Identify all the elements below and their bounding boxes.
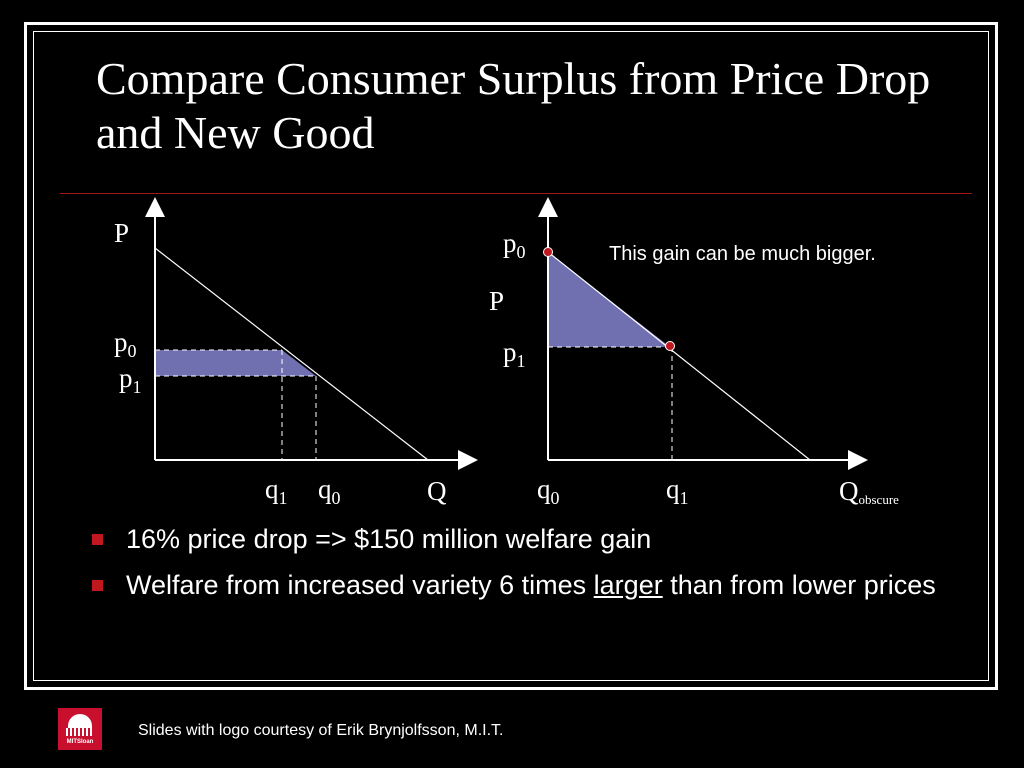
right-annotation: This gain can be much bigger. — [609, 243, 876, 265]
logo-text: MITSloan — [66, 739, 94, 745]
bullet-square-icon — [92, 580, 103, 591]
bullet-text-after: than from lower prices — [662, 570, 936, 600]
right-p1-label: p1 — [503, 337, 526, 371]
right-q0-label: q0 — [537, 474, 560, 508]
bullet-square-icon — [92, 534, 103, 545]
left-q0-label: q0 — [318, 474, 341, 508]
slide-frame-outer — [24, 22, 998, 690]
right-diagram: p0 P p1 q0 q1 Qobscure This gain can be … — [489, 197, 899, 508]
right-y-axis-label: P — [489, 286, 504, 316]
left-p1-label: p1 — [119, 363, 142, 397]
left-p0-label: p0 — [114, 327, 137, 361]
right-q1-label: q1 — [666, 474, 689, 508]
bullet-text-emphasis: larger — [593, 570, 663, 600]
left-x-axis-label: Q — [427, 476, 447, 506]
right-p0-label: p0 — [503, 228, 526, 262]
right-demand-curve — [547, 251, 811, 461]
bullet-text: 16% price drop => $150 million welfare g… — [126, 524, 652, 554]
slide-frame-inner — [33, 31, 989, 681]
left-y-axis-label: P — [114, 218, 129, 248]
bullet-text-before: Welfare from increased variety 6 times — [126, 570, 594, 600]
slide-title: Compare Consumer Surplus from Price Drop… — [96, 53, 931, 158]
logo-columns-icon — [66, 728, 94, 736]
left-surplus-area — [155, 350, 316, 376]
mit-sloan-logo: MITSloan — [58, 708, 102, 750]
bullet-item: 16% price drop => $150 million welfare g… — [92, 520, 952, 558]
title-divider — [60, 193, 972, 194]
right-choke-price-marker — [543, 247, 553, 257]
bullet-item: Welfare from increased variety 6 times l… — [92, 566, 952, 604]
left-demand-curve — [154, 247, 429, 461]
right-x-axis-label: Qobscure — [839, 476, 899, 507]
left-diagram: P Q p0 p1 q1 q0 — [114, 197, 478, 508]
left-q1-label: q1 — [265, 474, 288, 508]
right-equilibrium-marker — [665, 341, 675, 351]
footer-credit: Slides with logo courtesy of Erik Brynjo… — [138, 722, 504, 739]
logo-dome-icon — [68, 714, 92, 728]
bullet-list: 16% price drop => $150 million welfare g… — [92, 520, 952, 612]
